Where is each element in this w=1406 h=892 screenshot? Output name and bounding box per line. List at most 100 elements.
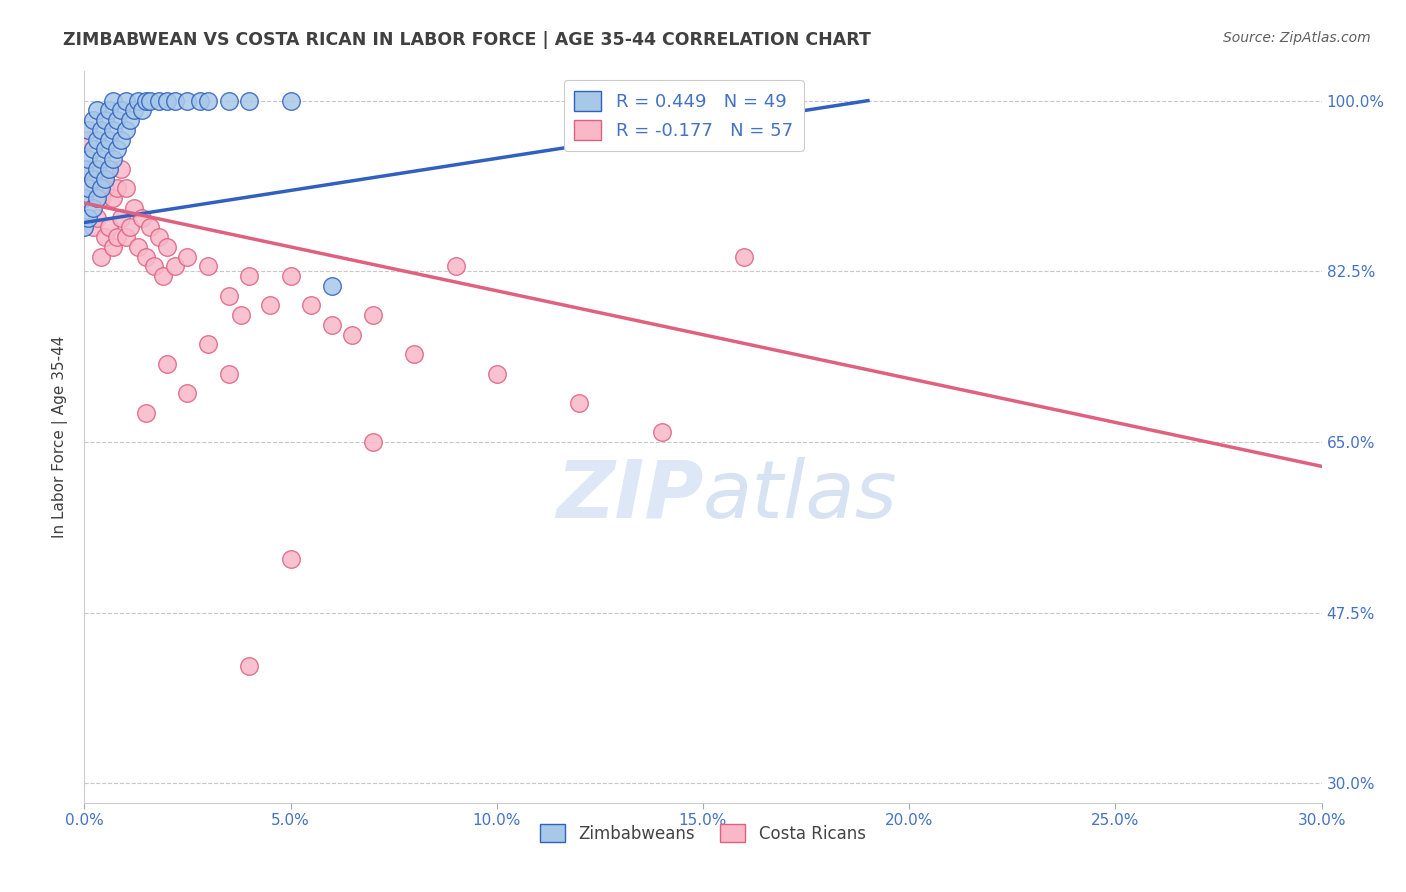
Point (98, 161, 121, 176)
Point (139, 220, 162, 235)
Point (321, 318, 343, 332)
Text: Source: ZipAtlas.com: Source: ZipAtlas.com (1223, 31, 1371, 45)
Point (122, 201, 145, 215)
Point (86, 211, 108, 225)
Point (733, 250, 755, 264)
Point (73, 161, 96, 176)
Point (110, 161, 132, 176)
Point (94, 181, 117, 195)
Point (105, 181, 128, 195)
Point (94, 142, 117, 156)
Point (77, 211, 100, 225)
Point (105, 113, 128, 128)
Point (90, 152, 112, 166)
Point (82, 142, 104, 156)
Point (77, 152, 100, 166)
Point (218, 288, 240, 302)
Point (105, 230, 128, 244)
Point (82, 220, 104, 235)
Point (176, 250, 198, 264)
Point (90, 123, 112, 137)
Point (77, 123, 100, 137)
Point (94, 171, 117, 186)
Point (73, 191, 96, 205)
Point (103, 191, 125, 205)
Point (77, 181, 100, 195)
Point (110, 211, 132, 225)
Point (122, 103, 145, 118)
Point (156, 240, 179, 254)
Point (103, 123, 125, 137)
Point (118, 220, 141, 235)
Point (98, 103, 121, 118)
Point (197, 337, 219, 351)
Point (165, 260, 187, 274)
Point (404, 347, 426, 361)
Point (197, 260, 219, 274)
Point (114, 123, 136, 137)
Point (361, 308, 384, 322)
Point (98, 220, 121, 235)
Point (259, 298, 281, 312)
Point (127, 94, 149, 108)
Point (103, 94, 125, 108)
Point (127, 240, 149, 254)
Point (105, 142, 128, 156)
Point (148, 230, 170, 244)
Point (485, 367, 508, 381)
Point (103, 152, 125, 166)
Point (103, 240, 125, 254)
Point (238, 94, 260, 108)
Point (568, 396, 591, 410)
Point (143, 260, 166, 274)
Point (98, 133, 121, 147)
Point (73, 181, 96, 195)
Point (651, 425, 673, 440)
Point (86, 161, 108, 176)
Point (280, 269, 302, 284)
Legend: Zimbabweans, Costa Ricans: Zimbabweans, Costa Ricans (534, 818, 872, 849)
Point (165, 94, 187, 108)
Point (238, 269, 260, 284)
Point (342, 327, 364, 342)
Point (73, 220, 96, 235)
Point (139, 94, 162, 108)
Point (152, 269, 174, 284)
Point (86, 133, 108, 147)
Point (176, 386, 198, 401)
Point (299, 298, 322, 312)
Point (110, 103, 132, 118)
Point (82, 171, 104, 186)
Point (94, 113, 117, 128)
Point (98, 161, 121, 176)
Point (188, 94, 211, 108)
Point (218, 94, 240, 108)
Point (114, 230, 136, 244)
Point (114, 94, 136, 108)
Point (82, 113, 104, 128)
Point (229, 308, 252, 322)
Point (156, 357, 179, 371)
Point (86, 191, 108, 205)
Point (114, 181, 136, 195)
Point (131, 211, 153, 225)
Text: ZIP: ZIP (555, 457, 703, 534)
Point (77, 133, 100, 147)
Point (176, 94, 198, 108)
Point (238, 659, 260, 673)
Point (86, 161, 108, 176)
Point (361, 434, 384, 449)
Y-axis label: In Labor Force | Age 35-44: In Labor Force | Age 35-44 (52, 336, 69, 538)
Point (90, 250, 112, 264)
Point (156, 94, 179, 108)
Text: atlas: atlas (703, 457, 898, 534)
Text: ZIMBABWEAN VS COSTA RICAN IN LABOR FORCE | AGE 35-44 CORRELATION CHART: ZIMBABWEAN VS COSTA RICAN IN LABOR FORCE… (63, 31, 872, 49)
Point (94, 230, 117, 244)
Point (90, 181, 112, 195)
Point (86, 103, 108, 118)
Point (135, 94, 157, 108)
Point (77, 161, 100, 176)
Point (148, 94, 170, 108)
Point (321, 279, 343, 293)
Point (118, 113, 141, 128)
